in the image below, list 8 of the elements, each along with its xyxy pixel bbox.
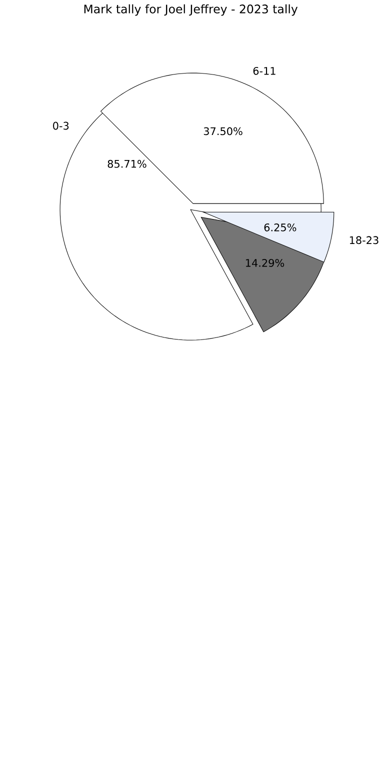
- data-label: 6.25%: [264, 223, 296, 232]
- data-label: 37.50%: [204, 127, 242, 136]
- data-label: 14.29%: [246, 258, 284, 267]
- slice-label: 0-3: [52, 122, 68, 130]
- slice-label: 6-11: [253, 66, 276, 75]
- data-label: 85.71%: [108, 160, 146, 168]
- slice-label: 18-23: [350, 236, 378, 244]
- chart-title: Mark tally for Joel Jeffrey - 2023 tally: [84, 4, 298, 16]
